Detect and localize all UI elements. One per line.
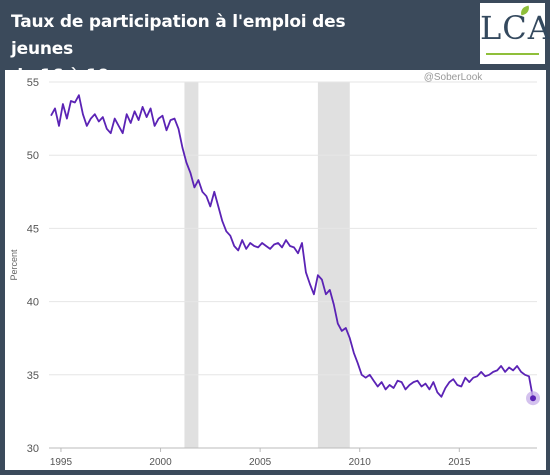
logo-underline [486, 53, 539, 55]
x-tick-label: 1995 [50, 457, 73, 468]
title-line-1: Taux de participation à l'emploi des jeu… [11, 12, 346, 59]
lca-logo: LCA [480, 3, 550, 64]
y-tick-label: 55 [27, 77, 39, 89]
y-tick-label: 30 [27, 443, 39, 455]
recession-band-2 [317, 82, 350, 448]
y-tick-label: 35 [27, 370, 39, 382]
y-tick-label: 40 [27, 297, 39, 309]
y-tick-label: 50 [27, 150, 39, 162]
recession-band-1 [184, 82, 199, 448]
y-axis-label: Percent [9, 249, 19, 281]
chart-header: Taux de participation à l'emploi des jeu… [0, 0, 550, 86]
x-tick-label: 2015 [448, 457, 471, 468]
x-tick-label: 2005 [249, 457, 272, 468]
y-tick-label: 45 [27, 223, 39, 235]
logo-text: LCA [480, 9, 550, 47]
line-chart: 30 35 40 45 50 55 1995 2000 2005 2010 2015 Percent @… [9, 72, 541, 468]
series-line [50, 94, 534, 399]
watermark-text: @SoberLook [424, 72, 484, 83]
x-tick-label: 2000 [149, 457, 172, 468]
last-point-marker [530, 395, 537, 402]
plot-panel: 30 35 40 45 50 55 1995 2000 2005 2010 2015 Percent @… [5, 70, 546, 470]
x-tick-label: 2010 [349, 457, 372, 468]
